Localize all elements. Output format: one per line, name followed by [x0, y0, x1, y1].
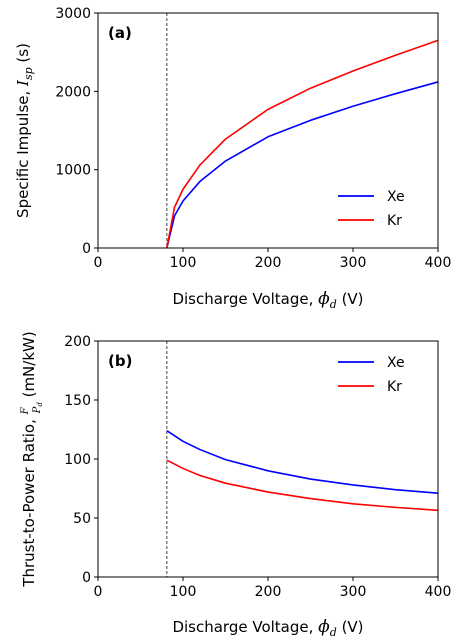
x-tick-label: 400: [425, 584, 452, 600]
y-tick-label: 2000: [55, 84, 91, 100]
chart-panel-a: 0 100 200 300 400 0 1000 2000 3000 (a) Discharge V…: [14, 6, 451, 311]
legend-label-xe: Xe: [387, 355, 405, 371]
x-tick-label: 100: [170, 255, 197, 271]
y-tick-label: 0: [82, 570, 91, 586]
x-tick-label: 400: [425, 255, 452, 271]
x-tick-label: 0: [94, 584, 103, 600]
x-tick-label: 300: [340, 584, 367, 600]
y-tick-label: 200: [64, 334, 91, 350]
y-tick-label: 150: [64, 393, 91, 409]
legend-label-kr: Kr: [387, 213, 402, 229]
x-tick-label: 200: [255, 584, 282, 600]
series-line-kr: [166, 459, 439, 512]
plot-frame: [97, 340, 439, 578]
legend-label-kr: Kr: [387, 379, 402, 395]
series-line-kr: [166, 39, 439, 249]
y-tick-label: 50: [73, 511, 91, 527]
y-tick-label: 0: [82, 241, 91, 257]
y-tick-label: 1000: [55, 163, 91, 179]
y-tick-label: 3000: [55, 6, 91, 22]
x-tick-label: 300: [340, 255, 367, 271]
x-axis-label: Discharge Voltage, ϕd (V): [172, 617, 363, 639]
y-tick-label: 100: [64, 452, 91, 468]
x-tick-label: 0: [94, 255, 103, 271]
y-axis-label: Specific Impulse, Isp (s): [14, 43, 35, 218]
panel-label: (a): [108, 24, 132, 42]
x-tick-label: 100: [170, 584, 197, 600]
x-axis-label: Discharge Voltage, ϕd (V): [172, 289, 363, 311]
panel-label: (b): [108, 352, 132, 370]
y-axis-label: Thrust-to-Power Ratio, F Pd (mN/kW): [14, 331, 44, 587]
x-tick-label: 200: [255, 255, 282, 271]
chart-panel-b: 0 100 200 300 400 0 50 100 150 200 (b) Discharge Vo…: [14, 331, 452, 639]
series-line-xe: [166, 81, 439, 249]
series-line-xe: [166, 430, 439, 495]
legend-label-xe: Xe: [387, 189, 405, 205]
